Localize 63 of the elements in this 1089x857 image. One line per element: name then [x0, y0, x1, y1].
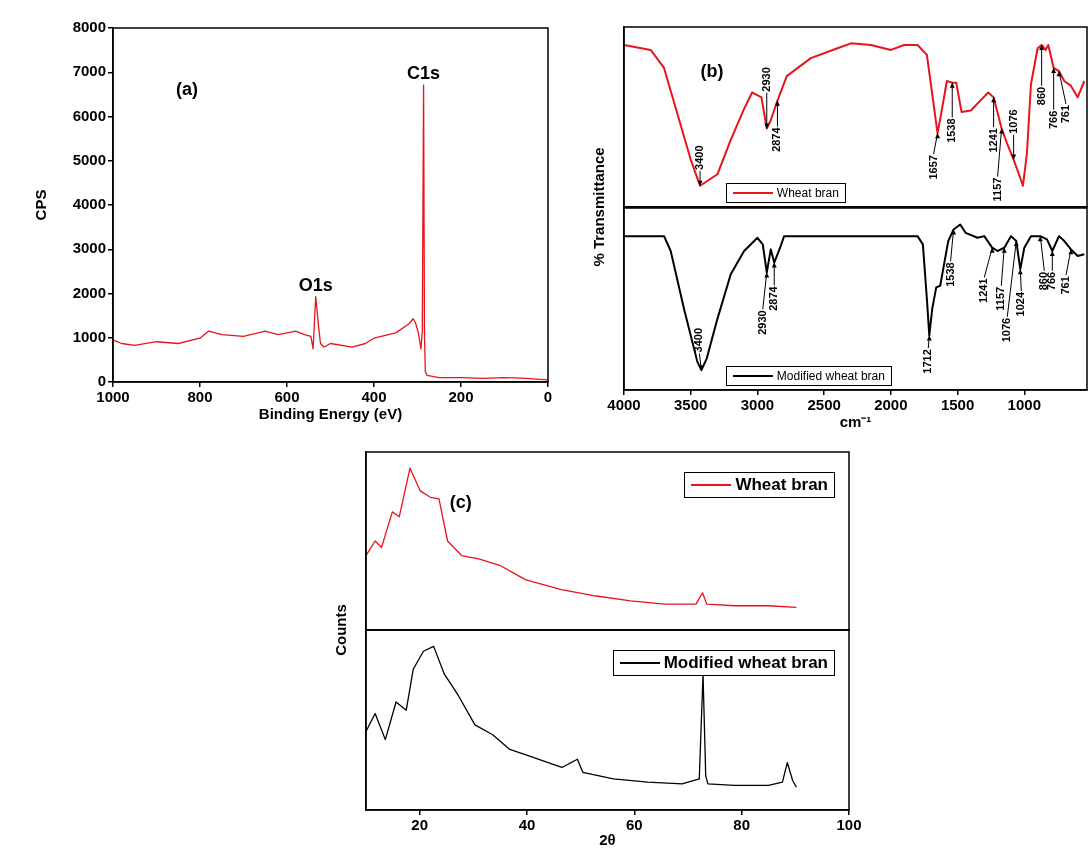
legend-label: Wheat bran: [776, 186, 839, 200]
x-tick-label: 2000: [874, 396, 908, 414]
annotation: 766: [1046, 110, 1059, 130]
y-tick-label: 5000: [72, 150, 106, 168]
x-tick-label: 400: [361, 388, 387, 406]
annotation: 2930: [755, 310, 768, 335]
x-tick-label: 3000: [740, 396, 775, 414]
annotation: 1076: [1000, 317, 1013, 343]
annotation: 2930: [759, 67, 772, 92]
y-tick-label: 2000: [72, 283, 106, 301]
annotation: 1157: [994, 286, 1007, 311]
legend-label: Modified wheat bran: [776, 369, 885, 383]
legend-label: Wheat bran: [735, 475, 828, 495]
y-tick-label: 3000: [72, 239, 106, 257]
legend-label: Modified wheat bran: [663, 653, 828, 673]
y-tick-label: 0: [97, 372, 106, 390]
x-tick-label: 4000: [607, 396, 641, 414]
y-tick-label: 6000: [72, 106, 106, 124]
annotation: 1024: [1014, 291, 1027, 317]
annotation: 1712: [921, 349, 934, 374]
annotation: 3400: [692, 327, 705, 353]
x-axis-title: cm⁻¹: [839, 413, 872, 431]
annotation: 2874: [770, 126, 783, 152]
annotation: 2874: [767, 285, 780, 311]
x-tick-label: 1000: [1007, 396, 1041, 414]
x-tick-label: 200: [448, 388, 474, 406]
x-tick-label: 3500: [674, 396, 708, 414]
annotation: O1s: [298, 274, 333, 295]
x-tick-label: 1500: [940, 396, 975, 414]
annotation: 1241: [977, 278, 990, 303]
annotation: 761: [1059, 105, 1072, 124]
annotation: 860: [1034, 86, 1047, 106]
annotation: (b): [700, 60, 724, 81]
annotation: (c): [449, 491, 472, 512]
y-tick-label: 4000: [72, 195, 106, 213]
x-tick-label: 0: [543, 388, 553, 406]
x-axis-title: Binding Energy (eV): [258, 405, 403, 423]
annotation: 1157: [990, 177, 1003, 202]
annotation: 3400: [693, 145, 706, 170]
x-tick-label: 100: [836, 816, 862, 834]
x-tick-label: 1000: [96, 388, 130, 406]
y-tick-label: 8000: [72, 18, 106, 36]
x-tick-label: 60: [625, 816, 643, 834]
annotation: 1657: [926, 155, 939, 180]
x-tick-label: 2500: [807, 396, 841, 414]
x-tick-label: 20: [411, 816, 429, 834]
y-axis-title: Counts: [331, 604, 349, 656]
x-tick-label: 600: [274, 388, 300, 406]
x-tick-label: 80: [733, 816, 751, 834]
y-axis-title: % Transmittance: [589, 147, 607, 267]
annotation: 1538: [945, 118, 958, 143]
annotation: 761: [1059, 276, 1072, 295]
y-tick-label: 7000: [72, 62, 106, 80]
y-axis-title: CPS: [31, 189, 49, 221]
x-tick-label: 800: [187, 388, 213, 406]
annotation: (a): [175, 78, 198, 99]
annotation: 1241: [986, 128, 999, 153]
x-tick-label: 40: [518, 816, 536, 834]
y-tick-label: 1000: [72, 327, 106, 345]
annotation: C1s: [407, 63, 441, 84]
annotation: 1538: [943, 262, 956, 287]
annotation: 1076: [1006, 109, 1019, 134]
x-axis-title: 2θ: [599, 831, 616, 849]
